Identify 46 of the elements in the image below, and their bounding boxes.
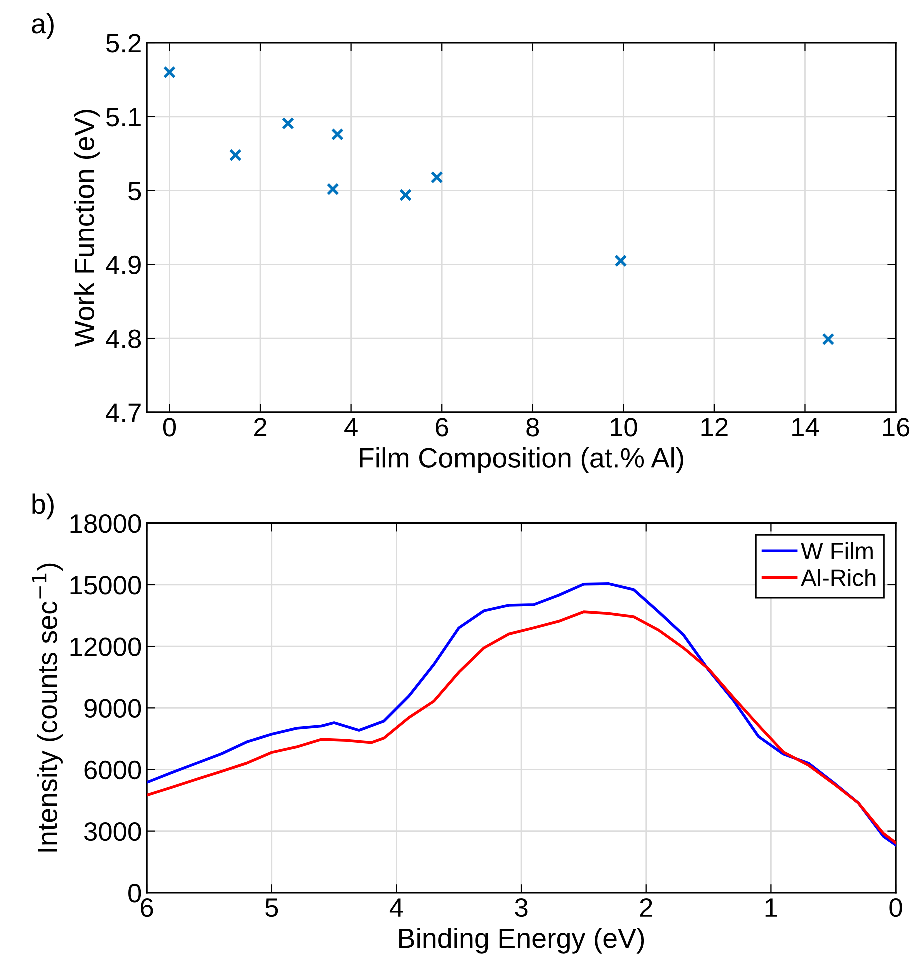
y-tick-label: 5.2 <box>106 34 141 53</box>
y-tick-label: 12000 <box>70 638 142 656</box>
x-tick-label: 0 <box>163 418 176 437</box>
point <box>614 254 628 268</box>
y-tick-label: 5 <box>128 182 142 201</box>
x-tick-label: 2 <box>254 418 267 437</box>
y-tick-label: 0 <box>128 884 142 903</box>
point <box>282 117 295 130</box>
text: b) <box>32 494 54 520</box>
y-tick-label: 15000 <box>70 576 142 595</box>
legend-label: Al-Rich <box>801 569 876 586</box>
y-tick-label: 3000 <box>84 822 142 842</box>
x-tick-label: 3 <box>515 898 528 918</box>
y-tick-label: 18000 <box>70 514 142 534</box>
legend-label: W Film <box>801 542 873 560</box>
x-tick-label: 1 <box>766 898 778 917</box>
point <box>326 183 340 196</box>
point <box>229 149 242 162</box>
x-tick-label: 6 <box>141 898 154 918</box>
x-tick-label: 4 <box>390 898 404 917</box>
y-axis-title: Work Function (eV) <box>74 110 100 348</box>
y-tick-label: 6000 <box>84 760 142 780</box>
y-axis-title: Intensity (counts sec$^{−1}$) <box>32 564 63 852</box>
y-tick-label: 4.8 <box>106 330 142 348</box>
x-axis-title: Binding Energy (eV) <box>400 928 644 954</box>
x-tick-label: 12 <box>702 418 728 437</box>
x-tick-label: 16 <box>883 418 910 437</box>
x-axis-title: Film Composition (at.% Al) <box>360 448 684 474</box>
y-tick-label: 5.1 <box>106 108 141 127</box>
point <box>331 128 344 141</box>
point <box>430 171 444 184</box>
y-tick-label: 4.9 <box>106 256 141 275</box>
y-tick-label: 9000 <box>84 699 142 718</box>
point <box>399 188 412 202</box>
x-tick-label: 2 <box>640 898 652 917</box>
x-tick-label: 8 <box>526 418 540 437</box>
x-tick-label: 4 <box>344 418 358 437</box>
point <box>822 333 835 346</box>
x-tick-label: 10 <box>611 418 638 437</box>
text: a) <box>32 13 54 40</box>
x-tick-label: 6 <box>436 418 448 437</box>
x-tick-label: 5 <box>266 898 278 918</box>
point <box>163 66 176 79</box>
x-tick-label: 14 <box>792 418 820 437</box>
y-tick-label: 4.7 <box>106 404 141 422</box>
x-tick-label: 0 <box>890 898 902 918</box>
